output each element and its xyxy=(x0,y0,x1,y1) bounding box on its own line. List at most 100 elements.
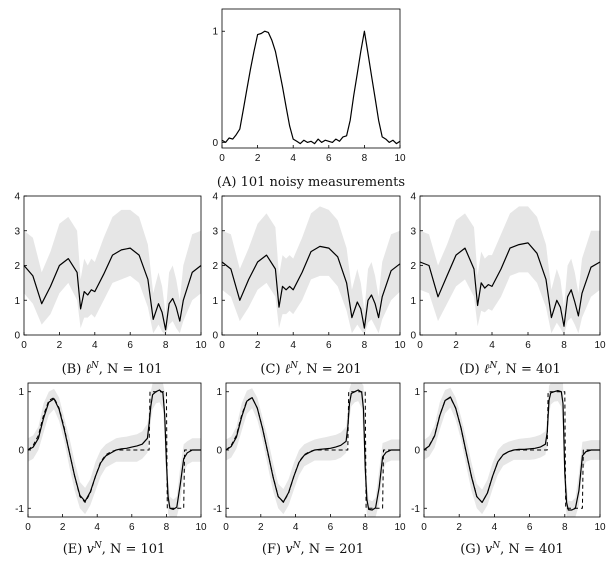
y-tick-label: 4 xyxy=(212,192,218,203)
x-tick-label: 0 xyxy=(223,522,229,533)
y-tick-label: 1 xyxy=(212,296,218,307)
x-tick-label: 0 xyxy=(21,340,27,351)
panel-caption: (A) 101 noisy measurements xyxy=(217,175,405,190)
estimate-line xyxy=(419,242,601,327)
caption-label: (B) xyxy=(62,362,86,377)
estimate-line xyxy=(23,247,202,331)
caption-label: (E) xyxy=(63,542,87,557)
y-tick-label: 0 xyxy=(414,446,420,457)
x-tick-label: 6 xyxy=(127,340,133,351)
caption-n-value: , N = 401 xyxy=(500,542,564,557)
y-tick-label: 1 xyxy=(216,387,222,398)
x-tick-label: 4 xyxy=(492,522,498,533)
x-tick-label: 8 xyxy=(362,522,368,533)
caption-variable: v xyxy=(285,542,293,557)
caption-superscript: N xyxy=(289,361,299,371)
x-tick-label: 0 xyxy=(219,340,225,351)
chart-panel-d: 0 2 4 6 8 10 0 1 2 3 4 (D) ℓN, N = 401 xyxy=(410,192,606,378)
caption-n-value: , N = 201 xyxy=(298,362,362,377)
y-tick-label: 1 xyxy=(14,296,20,307)
x-tick-label: 2 xyxy=(258,522,264,533)
panel-caption: (C) ℓN, N = 201 xyxy=(260,361,361,377)
caption-n-value: , N = 201 xyxy=(300,542,364,557)
chart-panel-b: 0 2 4 6 8 10 0 1 2 3 4 (B) ℓN, N = 101 xyxy=(14,192,207,378)
y-tick-label: 0 xyxy=(212,138,218,149)
y-tick-label: 4 xyxy=(410,192,416,203)
y-tick-label: 1 xyxy=(18,387,24,398)
x-tick-label: 10 xyxy=(394,522,406,533)
caption-variable: ℓ xyxy=(85,362,91,377)
x-tick-label: 0 xyxy=(219,153,225,164)
caption-variable: v xyxy=(485,542,493,557)
estimate-line xyxy=(221,30,401,145)
panel-caption: (G) vN, N = 401 xyxy=(460,541,564,557)
x-tick-label: 10 xyxy=(594,522,606,533)
y-tick-label: 0 xyxy=(216,446,222,457)
y-tick-label: 1 xyxy=(414,387,420,398)
x-tick-label: 2 xyxy=(60,522,66,533)
x-tick-label: 4 xyxy=(94,522,100,533)
x-tick-label: 4 xyxy=(293,522,299,533)
y-tick-label: 1 xyxy=(410,296,416,307)
caption-superscript: N xyxy=(93,541,103,551)
caption-superscript: N xyxy=(488,361,498,371)
x-tick-label: 6 xyxy=(326,340,332,351)
x-tick-label: 8 xyxy=(164,522,170,533)
x-tick-label: 2 xyxy=(456,522,462,533)
y-tick-label: -1 xyxy=(411,504,420,515)
y-tick-label: 3 xyxy=(14,226,20,237)
caption-superscript: N xyxy=(491,541,501,551)
y-tick-label: 2 xyxy=(212,261,218,272)
x-tick-label: 2 xyxy=(57,340,63,351)
uncertainty-band xyxy=(24,209,201,335)
panel-caption: (F) vN, N = 201 xyxy=(262,541,364,557)
axes-frame xyxy=(221,8,401,149)
x-tick-label: 4 xyxy=(290,340,296,351)
uncertainty-band xyxy=(226,383,400,517)
y-tick-label: 2 xyxy=(410,261,416,272)
x-tick-label: 4 xyxy=(290,153,296,164)
caption-label: (G) xyxy=(460,542,485,557)
x-tick-label: 2 xyxy=(255,153,261,164)
x-tick-label: 8 xyxy=(562,522,568,533)
caption-text: 101 noisy measurements xyxy=(241,175,405,190)
x-tick-label: 10 xyxy=(195,522,207,533)
y-tick-label: 0 xyxy=(18,446,24,457)
x-tick-label: 8 xyxy=(163,340,169,351)
caption-superscript: N xyxy=(90,361,100,371)
x-tick-label: 4 xyxy=(489,340,495,351)
chart-panel-g: 0 2 4 6 8 10-101(G) vN, N = 401 xyxy=(411,382,606,557)
uncertainty-band xyxy=(420,206,600,335)
x-tick-label: 10 xyxy=(195,340,207,351)
x-tick-label: 6 xyxy=(328,522,334,533)
x-tick-label: 6 xyxy=(527,522,533,533)
x-tick-label: 2 xyxy=(255,340,261,351)
x-tick-label: 0 xyxy=(417,340,423,351)
true-signal-line xyxy=(423,391,600,509)
x-tick-label: 10 xyxy=(594,340,606,351)
caption-superscript: N xyxy=(292,541,302,551)
caption-n-value: , N = 101 xyxy=(102,542,166,557)
chart-panel-a: 0 2 4 6 8 10 0 1 (A) 101 noisy measurements xyxy=(212,8,406,190)
y-tick-label: 1 xyxy=(212,27,218,38)
y-tick-label: 2 xyxy=(14,261,20,272)
true-signal-line xyxy=(27,391,201,509)
panel-caption: (E) vN, N = 101 xyxy=(63,541,166,557)
x-tick-label: 0 xyxy=(25,522,31,533)
panel-caption: (B) ℓN, N = 101 xyxy=(62,361,163,377)
x-tick-label: 8 xyxy=(362,153,368,164)
x-tick-label: 10 xyxy=(394,153,406,164)
x-tick-label: 0 xyxy=(421,522,427,533)
x-tick-label: 8 xyxy=(362,340,368,351)
caption-variable: ℓ xyxy=(285,362,291,377)
caption-label: (F) xyxy=(262,542,285,557)
caption-label: (D) xyxy=(459,362,484,377)
x-tick-label: 10 xyxy=(394,340,406,351)
x-tick-label: 6 xyxy=(525,340,531,351)
x-tick-label: 6 xyxy=(326,153,332,164)
y-tick-label: -1 xyxy=(213,504,222,515)
y-tick-label: 4 xyxy=(14,192,20,203)
uncertainty-band xyxy=(28,383,201,517)
panel-caption: (D) ℓN, N = 401 xyxy=(459,361,561,377)
